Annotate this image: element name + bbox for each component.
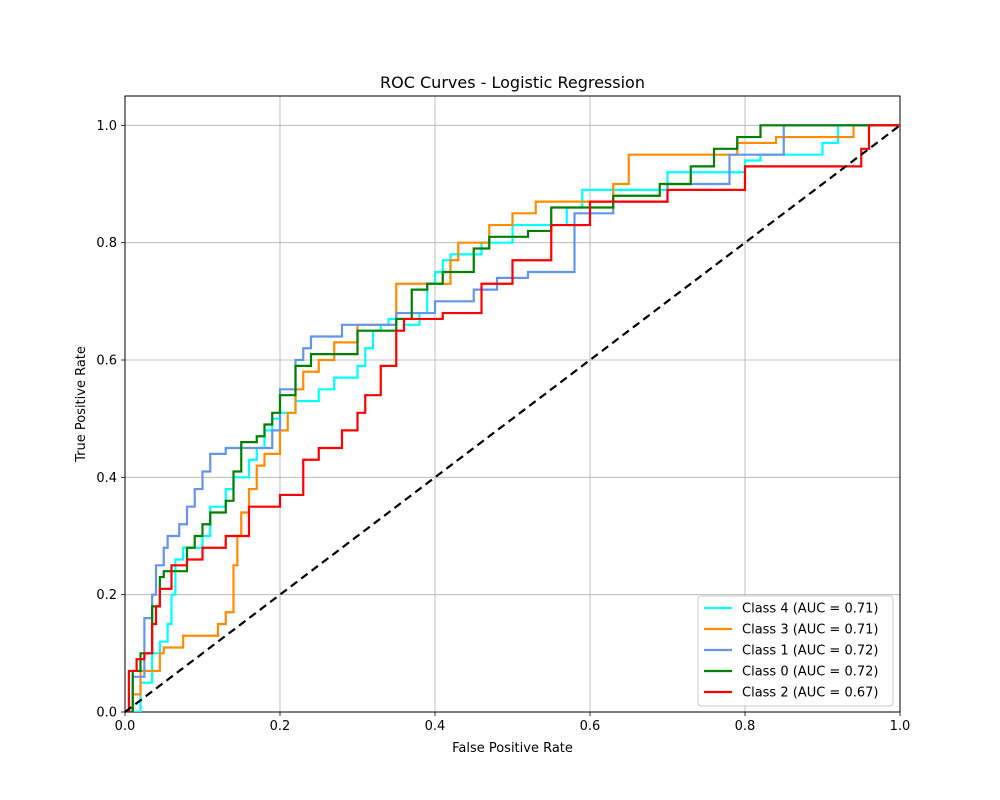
x-tick-label: 0.8	[735, 719, 756, 734]
x-tick-label: 1.0	[890, 719, 911, 734]
x-tick-label: 0.6	[580, 719, 601, 734]
y-tick-label: 0.8	[96, 236, 117, 251]
x-tick-label: 0.2	[270, 719, 291, 734]
diagonal-reference-line	[124, 124, 901, 713]
y-tick-label: 0.0	[96, 706, 117, 721]
y-axis-label: True Positive Rate	[74, 346, 89, 463]
series-line-class-4	[125, 124, 900, 712]
y-tick-label: 0.6	[96, 354, 117, 369]
axis-ticks: 0.0 0.2 0.4 0.6 0.8 1.0 0.0 0.2 0.4 0.6 0.8 1.0	[96, 119, 910, 734]
y-tick-label: 1.0	[96, 119, 117, 134]
series-lines	[124, 124, 901, 713]
series-line-class-1	[125, 124, 900, 712]
legend-label-class-0: Class 0 (AUC = 0.72)	[742, 665, 878, 680]
y-tick-label: 0.2	[96, 588, 117, 603]
legend-label-class-4: Class 4 (AUC = 0.71)	[742, 602, 878, 617]
x-tick-label: 0.4	[425, 719, 446, 734]
series-line-class-2	[125, 124, 900, 712]
legend-label-class-1: Class 1 (AUC = 0.72)	[742, 644, 878, 659]
legend-label-class-2: Class 2 (AUC = 0.67)	[742, 686, 878, 701]
x-axis-label: False Positive Rate	[452, 741, 573, 756]
x-tick-label: 0.0	[115, 719, 136, 734]
plot-area-frame	[124, 95, 901, 713]
legend-box	[697, 595, 894, 707]
legend: Class 4 (AUC = 0.71) Class 3 (AUC = 0.71)…	[697, 595, 894, 707]
chart-title: ROC Curves - Logistic Regression	[380, 73, 645, 92]
y-tick-label: 0.4	[96, 471, 117, 486]
legend-label-class-3: Class 3 (AUC = 0.71)	[742, 623, 878, 638]
